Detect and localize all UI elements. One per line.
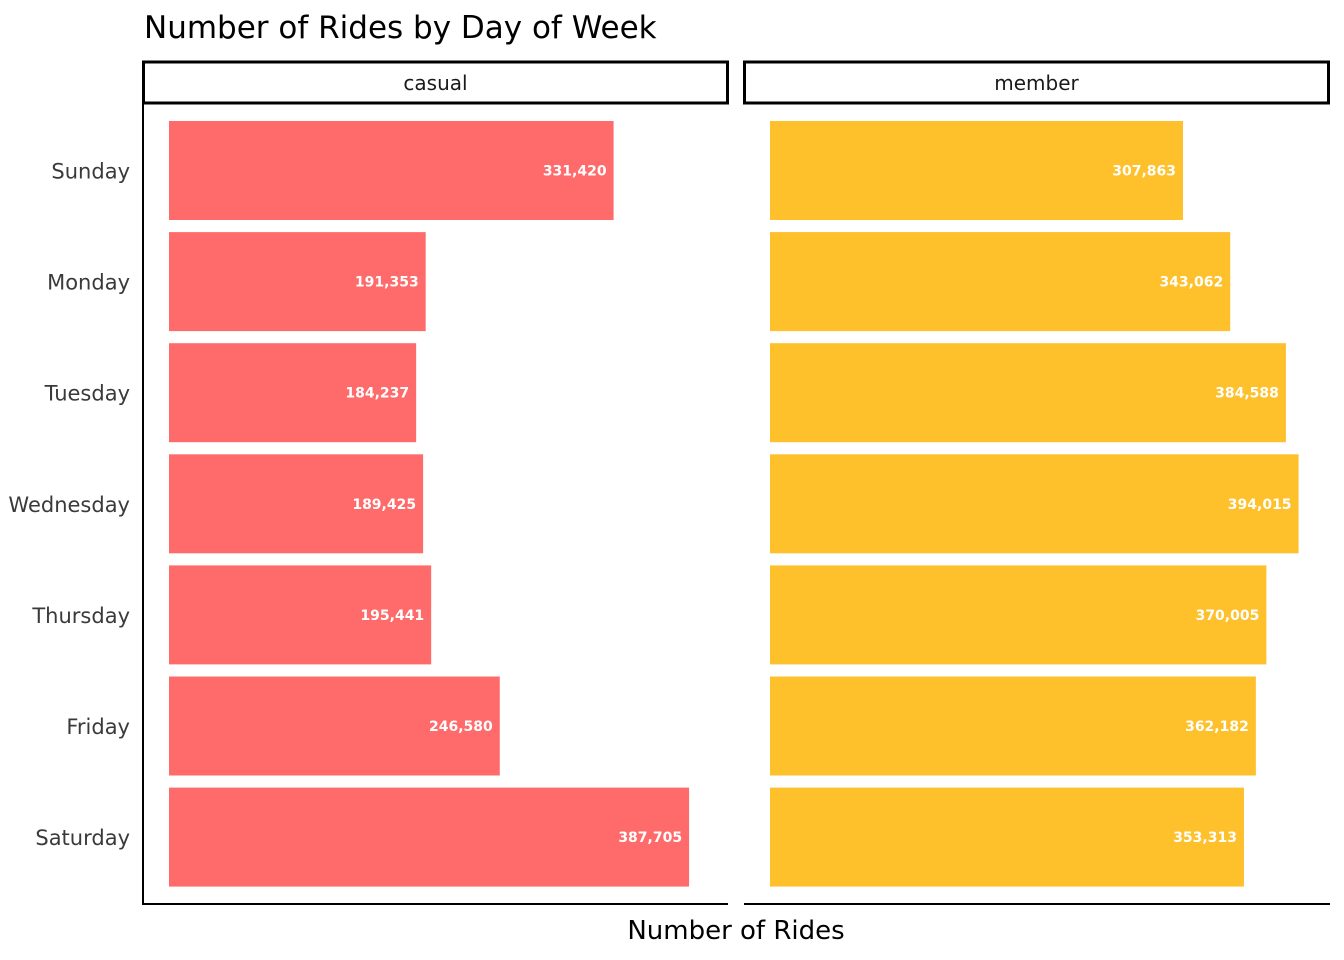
panel-casual: casual 331,420 191,353 184,237 189,425 195,4… — [142, 60, 729, 905]
bars-member: 307,863 343,062 384,588 394,015 370,005 362,1… — [770, 121, 1299, 887]
category-label-friday: Friday — [66, 715, 130, 739]
bar-member-saturday — [770, 787, 1244, 887]
bar-casual-tuesday — [169, 343, 417, 443]
bar-casual-sunday — [169, 121, 614, 220]
category-label-tuesday: Tuesday — [44, 382, 130, 406]
value-label-member-saturday: 353,313 — [1173, 830, 1237, 846]
value-label-casual-monday: 191,353 — [355, 275, 419, 291]
value-label-casual-tuesday: 184,237 — [345, 386, 409, 402]
panel-member: member 307,863 343,062 384,588 394,015 370,0… — [743, 60, 1330, 905]
value-label-member-friday: 362,182 — [1185, 719, 1249, 735]
x-axis-label: Number of Rides — [627, 916, 844, 946]
strip-label-member: member — [994, 71, 1079, 95]
strip-box-casual — [142, 60, 729, 105]
value-label-member-thursday: 370,005 — [1196, 608, 1260, 624]
bar-member-wednesday — [770, 454, 1299, 554]
strip-box-member — [743, 60, 1330, 105]
bar-casual-wednesday — [169, 454, 424, 554]
bar-member-friday — [770, 676, 1256, 776]
value-label-member-monday: 343,062 — [1159, 275, 1223, 291]
category-label-saturday: Saturday — [35, 826, 130, 850]
bar-casual-monday — [169, 232, 426, 332]
chart-title: Number of Rides by Day of Week — [144, 10, 657, 46]
category-label-wednesday: Wednesday — [8, 493, 130, 517]
value-label-member-sunday: 307,863 — [1112, 164, 1176, 180]
bar-casual-thursday — [169, 565, 432, 665]
strip-label-casual: casual — [403, 71, 467, 95]
value-label-casual-saturday: 387,705 — [618, 830, 682, 846]
bars-casual: 331,420 191,353 184,237 189,425 195,441 246,5… — [169, 121, 690, 887]
value-label-member-tuesday: 384,588 — [1215, 386, 1279, 402]
value-label-casual-thursday: 195,441 — [360, 608, 424, 624]
category-label-thursday: Thursday — [31, 604, 130, 628]
bar-member-monday — [770, 232, 1231, 332]
bar-member-sunday — [770, 121, 1183, 220]
bar-casual-friday — [169, 676, 500, 776]
category-label-sunday: Sunday — [51, 160, 130, 184]
value-label-casual-wednesday: 189,425 — [352, 497, 416, 513]
bar-casual-saturday — [169, 787, 690, 887]
bar-member-thursday — [770, 565, 1267, 665]
value-label-casual-friday: 246,580 — [429, 719, 493, 735]
bar-member-tuesday — [770, 343, 1286, 443]
value-label-casual-sunday: 331,420 — [543, 164, 607, 180]
category-label-monday: Monday — [47, 271, 130, 295]
value-label-member-wednesday: 394,015 — [1228, 497, 1292, 513]
category-labels: Sunday Monday Tuesday Wednesday Thursday Frid… — [8, 160, 130, 851]
